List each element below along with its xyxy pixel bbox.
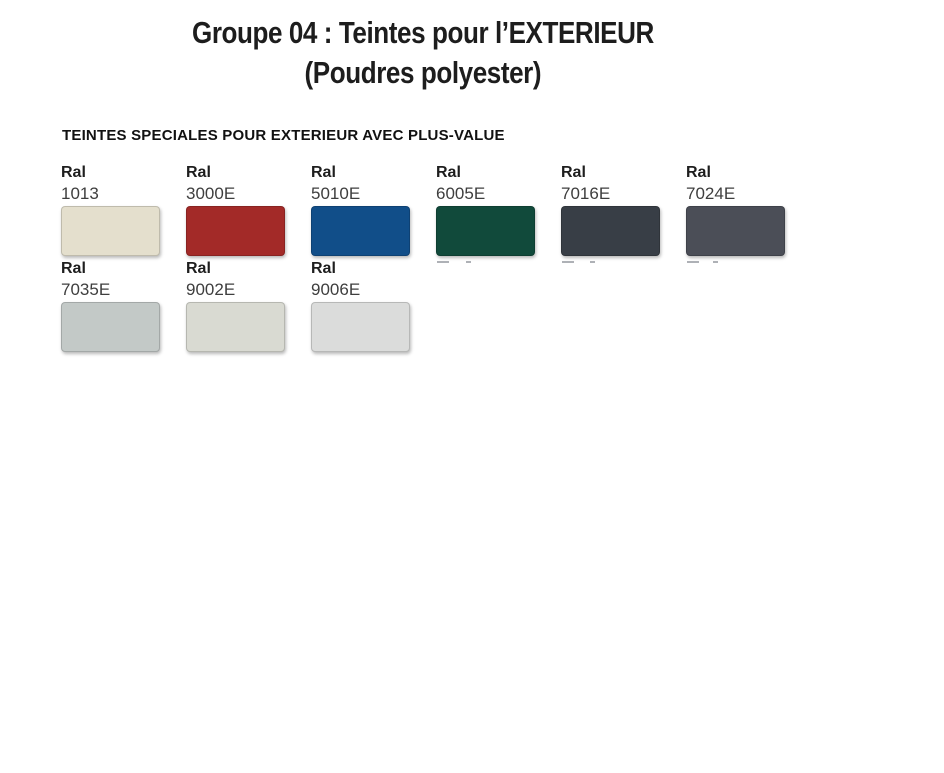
section-heading: TEINTES SPECIALES POUR EXTERIEUR AVEC PL… [62,127,505,144]
ral-swatch-cell: Ral 7016E [561,162,660,256]
ral-code: 5010E [311,184,361,203]
color-swatch [436,206,535,256]
color-swatch [186,206,285,256]
ral-code: 1013 [61,184,99,203]
ral-label: Ral [686,164,711,181]
page-title-line2: (Poudres polyester) [304,55,541,90]
ral-swatch-cell: Ral 5010E [311,162,410,256]
ral-code: 7016E [561,184,611,203]
color-swatch [186,302,285,352]
ral-label: Ral [436,164,461,181]
ral-code: 3000E [186,184,236,203]
cropped-text-artifact [466,261,471,263]
ral-label: Ral [61,260,86,277]
color-swatch [686,206,785,256]
ral-swatch-cell: Ral 3000E [186,162,285,256]
ral-label: Ral [186,260,211,277]
ral-code: 7024E [686,184,736,203]
color-swatch [561,206,660,256]
ral-label: Ral [61,164,86,181]
cropped-text-artifact [437,261,449,263]
page-title-line1: Groupe 04 : Teintes pour l’EXTERIEUR [191,15,654,50]
ral-code: 7035E [61,280,111,299]
color-swatch [61,302,160,352]
ral-code: 9002E [186,280,236,299]
color-swatch [61,206,160,256]
cropped-text-artifact [562,261,574,263]
page-title: Groupe 04 : Teintes pour l’EXTERIEUR (Po… [0,13,845,93]
ral-label: Ral [186,164,211,181]
swatch-grid: Ral 1013 Ral 3000E Ral 5010E Ral 6005E R… [61,162,785,352]
ral-label: Ral [561,164,586,181]
cropped-text-artifact [713,261,718,263]
cropped-text-artifact [590,261,595,263]
ral-swatch-cell: Ral 9002E [186,258,285,352]
color-swatch [311,302,410,352]
ral-code: 6005E [436,184,486,203]
color-swatch [311,206,410,256]
ral-label: Ral [311,164,336,181]
ral-swatch-cell: Ral 9006E [311,258,410,352]
ral-label: Ral [311,260,336,277]
ral-swatch-cell: Ral 6005E [436,162,535,256]
ral-swatch-cell: Ral 7035E [61,258,160,352]
ral-swatch-cell: Ral 1013 [61,162,160,256]
ral-swatch-cell: Ral 7024E [686,162,785,256]
ral-code: 9006E [311,280,361,299]
cropped-text-artifact [687,261,699,263]
